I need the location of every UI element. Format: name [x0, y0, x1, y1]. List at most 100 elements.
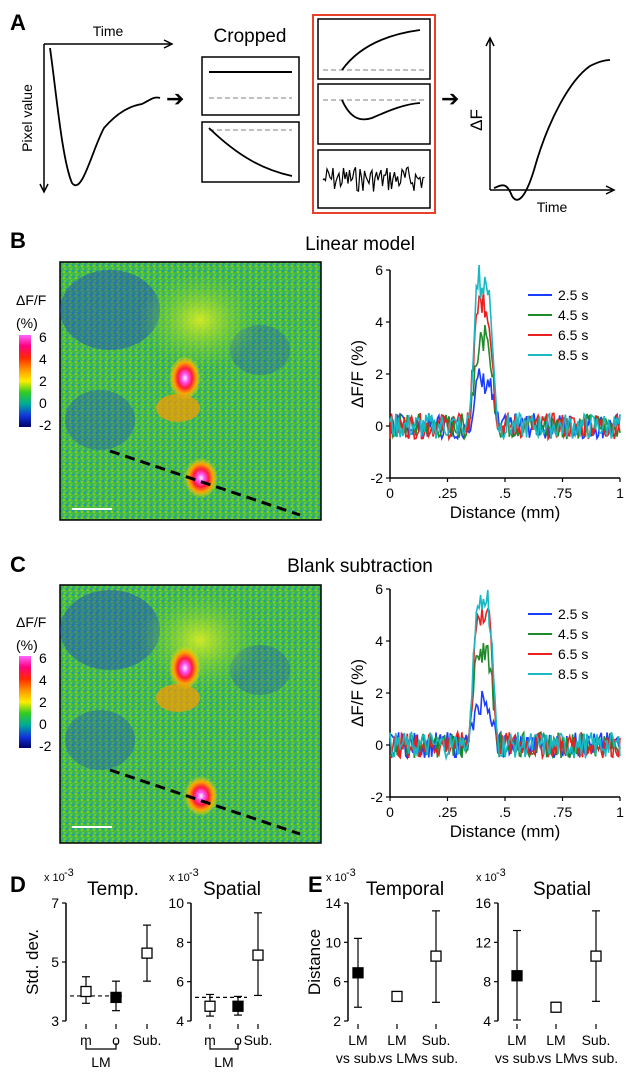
series-line: [389, 264, 621, 441]
panel-a-deltaf-trace: ΔF Time: [467, 36, 616, 215]
x-tick-label: 1: [616, 485, 624, 501]
axis-exponent-power: -3: [346, 867, 356, 879]
deltaf-label: ΔF: [467, 109, 486, 131]
colorbar-title-b1: ΔF/F: [16, 292, 46, 308]
category-label: m: [80, 1032, 92, 1048]
y-tick-label: 5: [51, 954, 59, 970]
title-blank-subtraction: Blank subtraction: [287, 556, 433, 577]
panel-label-c: C: [10, 552, 26, 577]
y-tick-label: 8: [176, 934, 184, 950]
category-label: Sub.: [133, 1032, 162, 1048]
panel-label-b: B: [10, 228, 26, 253]
category-sublabel: vs sub.: [414, 1050, 458, 1066]
chart-title: Spatial: [203, 879, 261, 900]
x-tick-label: .75: [553, 804, 573, 820]
y-tick-label: -2: [371, 789, 384, 805]
colorbar-tick: 0: [39, 716, 47, 732]
group-label: LM: [91, 1054, 110, 1070]
legend-label: 8.5 s: [558, 347, 588, 363]
x-axis-label: Distance (mm): [450, 822, 561, 841]
legend-label: 4.5 s: [558, 307, 588, 323]
category-label: Sub.: [422, 1032, 451, 1048]
y-tick-label: 0: [375, 737, 383, 753]
y-tick-label: 16: [475, 895, 491, 911]
y-tick-label: 14: [325, 895, 341, 911]
chart-title: Spatial: [533, 879, 591, 900]
data-point: [252, 949, 264, 961]
x-tick-label: .75: [553, 485, 573, 501]
category-label: m: [204, 1032, 216, 1048]
data-point: [430, 950, 442, 962]
data-point: [232, 1000, 244, 1012]
category-sublabel: vs LM: [537, 1050, 574, 1066]
colorbar-tick: 2: [39, 373, 47, 389]
y-tick-label: 12: [475, 934, 491, 950]
y-axis-label: ΔF/F (%): [348, 659, 367, 727]
panel-label-a: A: [10, 10, 26, 35]
colorbar-b: ΔF/F (%) 6 4 2 0 -2: [16, 292, 52, 433]
y-tick-label: 6: [333, 974, 341, 990]
category-sublabel: vs sub.: [574, 1050, 618, 1066]
y-tick-label: 3: [51, 1013, 59, 1029]
data-point: [204, 1000, 216, 1012]
x-tick-label: .25: [438, 485, 458, 501]
category-label: LM: [507, 1032, 526, 1048]
y-tick-label: 6: [176, 974, 184, 990]
colorbar-tick: 2: [39, 694, 47, 710]
y-tick-label: 6: [375, 262, 383, 278]
colorbar-tick: 0: [39, 395, 47, 411]
y-tick-label: 10: [168, 895, 184, 911]
legend-label: 6.5 s: [558, 327, 588, 343]
time-label-2: Time: [537, 199, 568, 215]
heatmap-image-c: [59, 584, 322, 844]
colorbar-title-b2: (%): [16, 315, 38, 331]
y-tick-label: 2: [375, 366, 383, 382]
errorbar-chart-d-temporal: 7 5 3 x 10 -3 Temp. Std. dev. m o Sub. LM: [23, 867, 161, 1070]
data-point: [391, 990, 403, 1003]
data-point: [550, 1001, 562, 1013]
model-components-box: [312, 14, 436, 214]
colorbar-tick: 6: [39, 650, 47, 666]
y-tick-label: 8: [483, 974, 491, 990]
heatmap-image-b: [59, 261, 322, 521]
colorbar-title-c2: (%): [16, 637, 38, 653]
axis-exponent: x 10: [326, 872, 347, 884]
y-tick-label: 10: [325, 934, 341, 950]
category-label: LM: [546, 1032, 565, 1048]
chart-title: Temporal: [366, 879, 444, 900]
colorbar-tick: 6: [39, 329, 47, 345]
colorbar-tick: -2: [39, 738, 52, 754]
x-tick-label: 0: [386, 485, 394, 501]
axis-exponent: x 10: [169, 872, 190, 884]
axis-exponent: x 10: [476, 872, 497, 884]
colorbar-tick: -2: [39, 417, 52, 433]
legend-label: 6.5 s: [558, 646, 588, 662]
x-tick-label: 1: [616, 804, 624, 820]
axis-exponent-power: -3: [496, 867, 506, 879]
colorbar-c: ΔF/F (%) 6 4 2 0 -2: [16, 614, 52, 754]
x-tick-label: 0: [386, 804, 394, 820]
y-axis-label: ΔF/F (%): [348, 340, 367, 408]
errorbar-chart-e-spatial: 16 12 8 4 x 10 -3 Spatial LM vs sub. LM vs LM Sub. v…: [475, 867, 618, 1066]
legend-label: 2.5 s: [558, 606, 588, 622]
axis-exponent-power: -3: [189, 867, 199, 879]
legend-label: 4.5 s: [558, 626, 588, 642]
category-sublabel: vs sub.: [336, 1050, 380, 1066]
x-tick-label: .5: [499, 804, 511, 820]
cropped-label: Cropped: [214, 26, 287, 47]
y-tick-label: 0: [375, 418, 383, 434]
data-point: [511, 970, 523, 982]
panel-label-d: D: [10, 872, 26, 897]
y-tick-label: -2: [371, 470, 384, 486]
panel-label-e: E: [308, 872, 323, 897]
legend-label: 2.5 s: [558, 287, 588, 303]
y-tick-label: 4: [483, 1013, 491, 1029]
errorbar-chart-d-spatial: 10 8 6 4 x 10 -3 Spatial m o Sub. LM: [168, 867, 272, 1070]
colorbar-title-c1: ΔF/F: [16, 614, 46, 630]
axis-exponent-power: -3: [64, 867, 74, 879]
colorbar-tick: 4: [39, 351, 47, 367]
y-tick-label: 7: [51, 895, 59, 911]
